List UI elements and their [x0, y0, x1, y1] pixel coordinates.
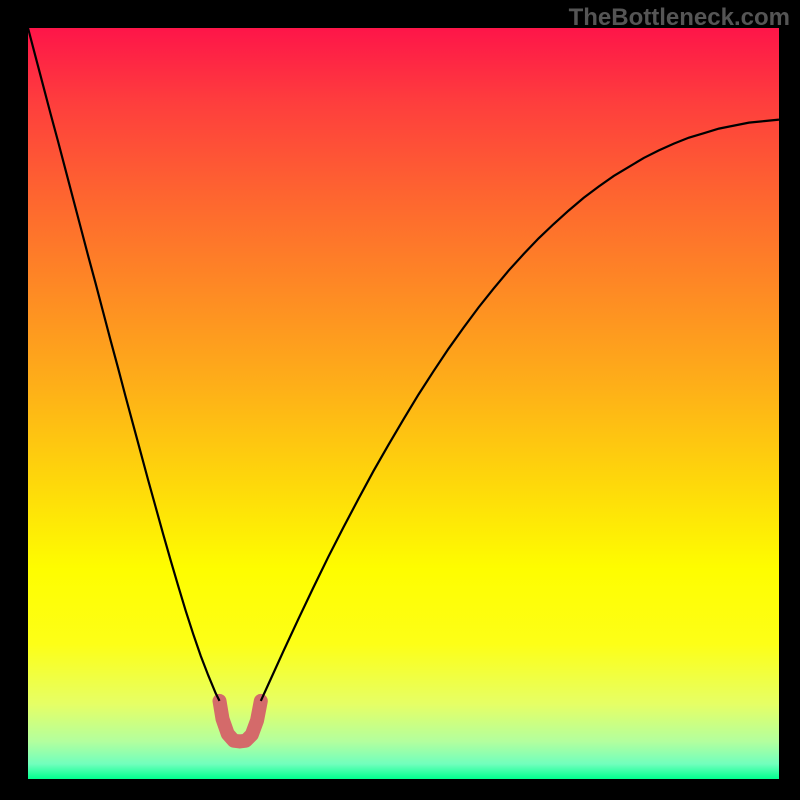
chart-container: TheBottleneck.com: [0, 0, 800, 800]
plot-area: [28, 28, 779, 779]
bottleneck-chart-svg: [0, 0, 800, 800]
watermark-text: TheBottleneck.com: [569, 4, 790, 32]
